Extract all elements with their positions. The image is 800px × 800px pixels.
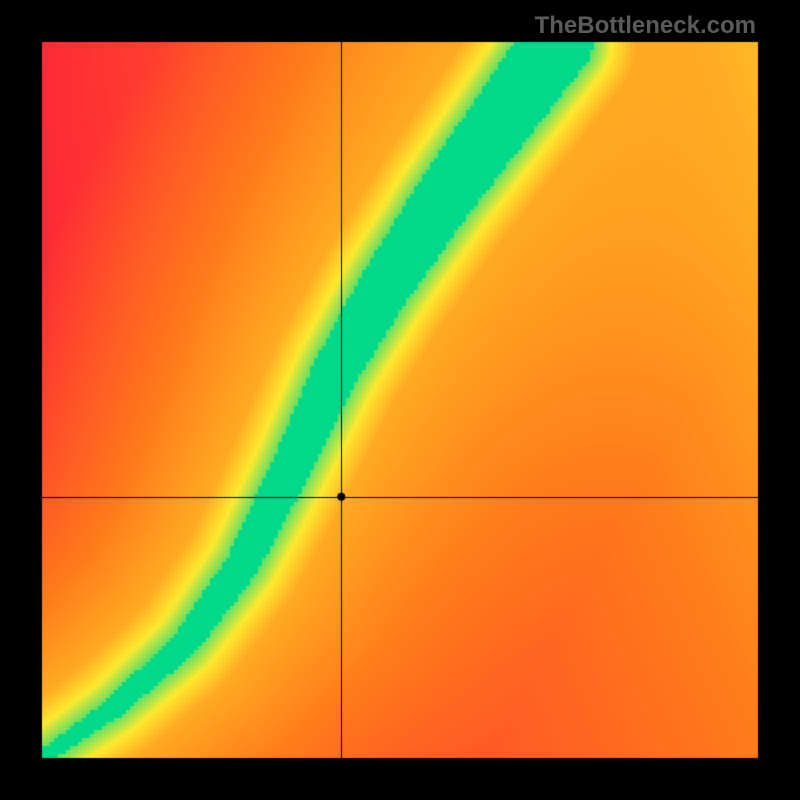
watermark-text: TheBottleneck.com: [535, 12, 756, 40]
bottleneck-heatmap: [0, 0, 800, 800]
chart-container: TheBottleneck.com: [0, 0, 800, 800]
